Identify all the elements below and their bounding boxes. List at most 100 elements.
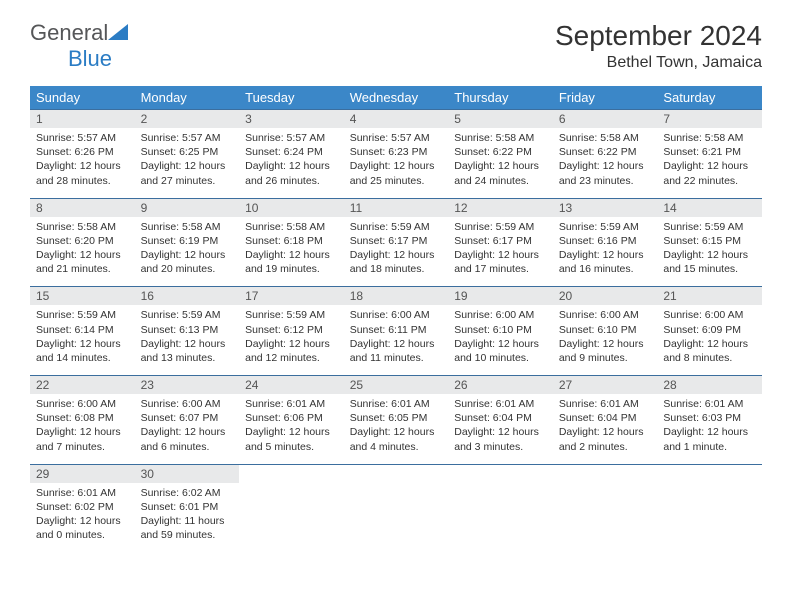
day-cell: 1Sunrise: 5:57 AMSunset: 6:26 PMDaylight… (30, 110, 135, 199)
day-number: 22 (30, 376, 135, 394)
week-row: 29Sunrise: 6:01 AMSunset: 6:02 PMDayligh… (30, 464, 762, 552)
month-title: September 2024 (555, 20, 762, 52)
day-cell: 3Sunrise: 5:57 AMSunset: 6:24 PMDaylight… (239, 110, 344, 199)
day-cell: 2Sunrise: 5:57 AMSunset: 6:25 PMDaylight… (135, 110, 240, 199)
day-number: 7 (657, 110, 762, 128)
day-number: 18 (344, 287, 449, 305)
day-body: Sunrise: 6:01 AMSunset: 6:05 PMDaylight:… (344, 394, 449, 464)
day-body: Sunrise: 6:01 AMSunset: 6:02 PMDaylight:… (30, 483, 135, 553)
day-number: 13 (553, 199, 658, 217)
day-number: 30 (135, 465, 240, 483)
day-header: Saturday (657, 86, 762, 110)
day-cell: 5Sunrise: 5:58 AMSunset: 6:22 PMDaylight… (448, 110, 553, 199)
day-body: Sunrise: 5:59 AMSunset: 6:12 PMDaylight:… (239, 305, 344, 375)
day-cell: 30Sunrise: 6:02 AMSunset: 6:01 PMDayligh… (135, 464, 240, 552)
day-body: Sunrise: 6:00 AMSunset: 6:07 PMDaylight:… (135, 394, 240, 464)
day-number: 9 (135, 199, 240, 217)
day-number: 26 (448, 376, 553, 394)
day-cell (553, 464, 658, 552)
day-body: Sunrise: 5:58 AMSunset: 6:19 PMDaylight:… (135, 217, 240, 287)
day-body: Sunrise: 5:59 AMSunset: 6:17 PMDaylight:… (344, 217, 449, 287)
day-number: 25 (344, 376, 449, 394)
day-header: Thursday (448, 86, 553, 110)
day-cell: 15Sunrise: 5:59 AMSunset: 6:14 PMDayligh… (30, 287, 135, 376)
week-row: 15Sunrise: 5:59 AMSunset: 6:14 PMDayligh… (30, 287, 762, 376)
day-body: Sunrise: 6:00 AMSunset: 6:10 PMDaylight:… (553, 305, 658, 375)
week-row: 1Sunrise: 5:57 AMSunset: 6:26 PMDaylight… (30, 110, 762, 199)
day-number: 10 (239, 199, 344, 217)
day-body: Sunrise: 5:59 AMSunset: 6:17 PMDaylight:… (448, 217, 553, 287)
day-number: 4 (344, 110, 449, 128)
day-body: Sunrise: 6:01 AMSunset: 6:03 PMDaylight:… (657, 394, 762, 464)
day-cell: 14Sunrise: 5:59 AMSunset: 6:15 PMDayligh… (657, 198, 762, 287)
brand-logo: General Blue (30, 20, 128, 72)
day-cell: 23Sunrise: 6:00 AMSunset: 6:07 PMDayligh… (135, 376, 240, 465)
day-cell: 18Sunrise: 6:00 AMSunset: 6:11 PMDayligh… (344, 287, 449, 376)
day-cell: 24Sunrise: 6:01 AMSunset: 6:06 PMDayligh… (239, 376, 344, 465)
brand-part1: General (30, 20, 108, 45)
day-header: Tuesday (239, 86, 344, 110)
day-cell: 16Sunrise: 5:59 AMSunset: 6:13 PMDayligh… (135, 287, 240, 376)
day-number: 16 (135, 287, 240, 305)
day-number: 15 (30, 287, 135, 305)
day-body: Sunrise: 5:59 AMSunset: 6:16 PMDaylight:… (553, 217, 658, 287)
day-number: 17 (239, 287, 344, 305)
day-number: 14 (657, 199, 762, 217)
day-cell: 26Sunrise: 6:01 AMSunset: 6:04 PMDayligh… (448, 376, 553, 465)
day-cell (448, 464, 553, 552)
day-body: Sunrise: 5:57 AMSunset: 6:26 PMDaylight:… (30, 128, 135, 198)
calendar-table: SundayMondayTuesdayWednesdayThursdayFrid… (30, 86, 762, 552)
day-body: Sunrise: 5:58 AMSunset: 6:20 PMDaylight:… (30, 217, 135, 287)
day-cell: 10Sunrise: 5:58 AMSunset: 6:18 PMDayligh… (239, 198, 344, 287)
day-number: 11 (344, 199, 449, 217)
day-body: Sunrise: 5:59 AMSunset: 6:13 PMDaylight:… (135, 305, 240, 375)
day-cell: 25Sunrise: 6:01 AMSunset: 6:05 PMDayligh… (344, 376, 449, 465)
day-number: 21 (657, 287, 762, 305)
day-number: 6 (553, 110, 658, 128)
week-row: 22Sunrise: 6:00 AMSunset: 6:08 PMDayligh… (30, 376, 762, 465)
day-cell: 4Sunrise: 5:57 AMSunset: 6:23 PMDaylight… (344, 110, 449, 199)
day-number: 5 (448, 110, 553, 128)
day-number: 1 (30, 110, 135, 128)
day-body: Sunrise: 5:58 AMSunset: 6:18 PMDaylight:… (239, 217, 344, 287)
day-number: 23 (135, 376, 240, 394)
day-number: 2 (135, 110, 240, 128)
brand-part2: Blue (68, 46, 112, 71)
day-body: Sunrise: 5:59 AMSunset: 6:15 PMDaylight:… (657, 217, 762, 287)
day-body: Sunrise: 5:58 AMSunset: 6:22 PMDaylight:… (553, 128, 658, 198)
day-body: Sunrise: 5:57 AMSunset: 6:23 PMDaylight:… (344, 128, 449, 198)
day-cell: 29Sunrise: 6:01 AMSunset: 6:02 PMDayligh… (30, 464, 135, 552)
week-row: 8Sunrise: 5:58 AMSunset: 6:20 PMDaylight… (30, 198, 762, 287)
day-number: 19 (448, 287, 553, 305)
day-number: 3 (239, 110, 344, 128)
day-cell: 13Sunrise: 5:59 AMSunset: 6:16 PMDayligh… (553, 198, 658, 287)
sail-icon (108, 24, 128, 40)
day-body: Sunrise: 6:00 AMSunset: 6:08 PMDaylight:… (30, 394, 135, 464)
day-body: Sunrise: 5:58 AMSunset: 6:22 PMDaylight:… (448, 128, 553, 198)
day-body: Sunrise: 6:01 AMSunset: 6:04 PMDaylight:… (448, 394, 553, 464)
day-number: 29 (30, 465, 135, 483)
day-number: 28 (657, 376, 762, 394)
day-body: Sunrise: 6:02 AMSunset: 6:01 PMDaylight:… (135, 483, 240, 553)
day-body: Sunrise: 6:01 AMSunset: 6:06 PMDaylight:… (239, 394, 344, 464)
day-cell (657, 464, 762, 552)
day-cell: 17Sunrise: 5:59 AMSunset: 6:12 PMDayligh… (239, 287, 344, 376)
day-cell (344, 464, 449, 552)
day-number: 20 (553, 287, 658, 305)
day-body: Sunrise: 5:57 AMSunset: 6:24 PMDaylight:… (239, 128, 344, 198)
day-body: Sunrise: 6:00 AMSunset: 6:11 PMDaylight:… (344, 305, 449, 375)
day-header: Sunday (30, 86, 135, 110)
location-label: Bethel Town, Jamaica (555, 54, 762, 72)
day-number: 27 (553, 376, 658, 394)
day-body: Sunrise: 6:00 AMSunset: 6:09 PMDaylight:… (657, 305, 762, 375)
day-body: Sunrise: 6:01 AMSunset: 6:04 PMDaylight:… (553, 394, 658, 464)
day-cell: 8Sunrise: 5:58 AMSunset: 6:20 PMDaylight… (30, 198, 135, 287)
day-cell: 28Sunrise: 6:01 AMSunset: 6:03 PMDayligh… (657, 376, 762, 465)
day-header: Monday (135, 86, 240, 110)
day-number: 8 (30, 199, 135, 217)
day-body: Sunrise: 5:58 AMSunset: 6:21 PMDaylight:… (657, 128, 762, 198)
day-cell (239, 464, 344, 552)
day-cell: 9Sunrise: 5:58 AMSunset: 6:19 PMDaylight… (135, 198, 240, 287)
day-cell: 7Sunrise: 5:58 AMSunset: 6:21 PMDaylight… (657, 110, 762, 199)
title-block: September 2024 Bethel Town, Jamaica (555, 20, 762, 72)
